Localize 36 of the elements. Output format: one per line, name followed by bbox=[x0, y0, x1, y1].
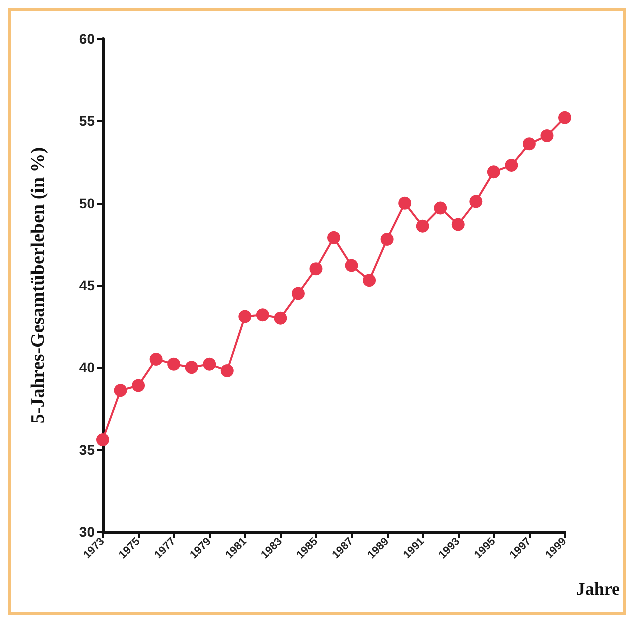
point bbox=[487, 166, 500, 179]
point bbox=[203, 358, 216, 371]
point bbox=[398, 196, 412, 210]
point bbox=[150, 352, 163, 366]
point bbox=[558, 111, 572, 124]
point bbox=[292, 287, 305, 300]
point bbox=[132, 379, 146, 392]
point bbox=[274, 312, 288, 325]
point bbox=[114, 384, 128, 398]
point bbox=[328, 231, 340, 244]
point bbox=[96, 433, 110, 446]
point bbox=[522, 138, 536, 151]
y-tick-label: 35 bbox=[79, 442, 96, 458]
y-tick-label: 30 bbox=[79, 524, 96, 540]
point bbox=[434, 202, 448, 215]
point bbox=[220, 364, 234, 378]
y-tick-label: 45 bbox=[79, 278, 96, 294]
point bbox=[416, 220, 430, 233]
point bbox=[363, 274, 376, 288]
point bbox=[310, 262, 323, 276]
point bbox=[380, 232, 394, 246]
point bbox=[470, 195, 483, 208]
y-tick-label: 40 bbox=[79, 360, 96, 376]
point bbox=[238, 310, 252, 324]
point bbox=[505, 159, 518, 172]
x-axis-title: Jahre bbox=[576, 579, 620, 599]
point bbox=[452, 218, 465, 232]
point bbox=[345, 259, 358, 272]
y-tick-label: 55 bbox=[79, 113, 96, 130]
y-tick-label: 60 bbox=[79, 31, 96, 47]
point bbox=[185, 361, 198, 374]
y-axis-title: 5-Jahres-Gesamtüberleben (in %) bbox=[28, 147, 49, 424]
point bbox=[256, 308, 270, 322]
point bbox=[540, 129, 554, 142]
y-tick-label: 50 bbox=[79, 195, 96, 212]
point bbox=[168, 358, 181, 371]
